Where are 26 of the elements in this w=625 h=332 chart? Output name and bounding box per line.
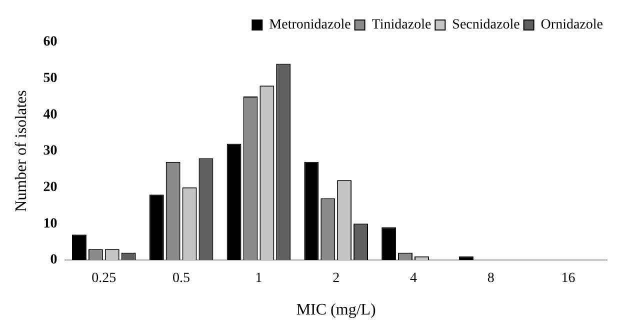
x-tick-label: 16 (561, 271, 576, 286)
x-tick-label: 1 (255, 271, 262, 286)
bar (72, 234, 86, 260)
x-tick-label: 4 (410, 271, 417, 286)
bar (382, 227, 396, 260)
y-tick-label: 10 (43, 216, 58, 232)
x-axis-title: MIC (mg/L) (296, 302, 376, 319)
legend-label: Metronidazole (269, 18, 351, 33)
x-tick-label: 8 (487, 271, 494, 286)
x-tick-label: 0.5 (172, 271, 190, 286)
x-tick-label: 0.25 (92, 271, 116, 286)
y-tick-label: 30 (43, 144, 58, 159)
legend-label: Ornidazole (540, 18, 604, 33)
y-axis-title: Number of isolates (12, 90, 30, 212)
bar (304, 162, 319, 260)
y-tick-label: 50 (43, 70, 58, 86)
bar (458, 256, 474, 260)
y-tick-label: 0 (50, 252, 58, 268)
x-tick-label: 2 (332, 271, 340, 286)
y-tick-label: 40 (43, 107, 58, 122)
y-tick-label: 20 (43, 180, 58, 195)
bar (226, 144, 242, 260)
y-tick-label: 60 (43, 34, 58, 50)
bar (149, 194, 164, 260)
legend-label: Tinidazole (372, 18, 432, 33)
legend-label: Secnidazole (452, 18, 520, 33)
